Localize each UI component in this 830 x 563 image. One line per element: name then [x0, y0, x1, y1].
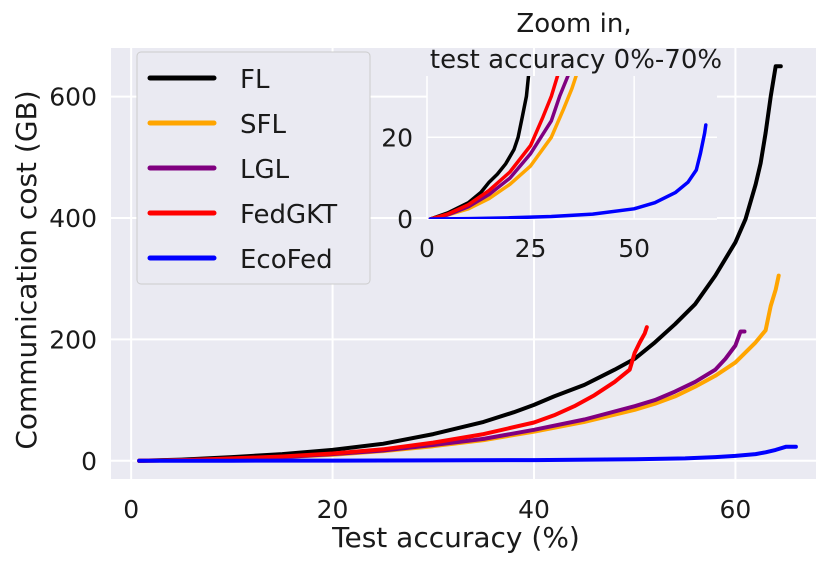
- inset-y-tick-label: 0: [397, 205, 413, 234]
- main-x-tick-label: 0: [123, 495, 139, 524]
- legend-label-lgl: LGL: [240, 155, 290, 185]
- inset-title-line-1: Zoom in,: [516, 9, 631, 39]
- legend-box: [136, 51, 371, 285]
- y-axis-label: Communication cost (GB): [10, 90, 43, 449]
- inset-x-tick-label: 50: [618, 234, 650, 263]
- inset-series-ecofed: [428, 123, 708, 219]
- main-series-lines: [137, 64, 798, 463]
- legend-label-fedgkt: FedGKT: [240, 200, 337, 230]
- main-y-tick-label: 0: [81, 447, 97, 476]
- main-y-tick-label: 400: [49, 204, 97, 233]
- inset-series-lines: [428, 76, 708, 219]
- inset-plot-area: [427, 76, 717, 219]
- legend: FL SFL LGL FedGKT EcoFed: [136, 51, 371, 285]
- inset-title-line-2: test accuracy 0%-70%: [430, 45, 722, 75]
- main-x-tick-label: 60: [720, 495, 752, 524]
- legend-label-fl: FL: [240, 65, 270, 95]
- inset-zoom-chart: 0 25 50 0 20 Zoom in, test accuracy 0%-70%: [381, 9, 722, 263]
- inset-tick-labels: 0 25 50 0 20: [381, 123, 650, 263]
- main-series-fl: [137, 64, 783, 463]
- legend-label-sfl: SFL: [240, 110, 286, 140]
- inset-x-tick-label: 25: [515, 234, 547, 263]
- main-series-fedgkt: [137, 325, 649, 463]
- inset-x-tick-label: 0: [419, 234, 435, 263]
- main-y-tick-label: 600: [49, 83, 97, 112]
- main-y-tick-label: 200: [49, 325, 97, 354]
- main-x-tick-label: 40: [518, 495, 550, 524]
- x-axis-label: Test accuracy (%): [331, 521, 580, 554]
- inset-series-fedgkt: [428, 76, 560, 219]
- main-x-tick-label: 20: [317, 495, 349, 524]
- main-series-ecofed: [137, 444, 798, 463]
- legend-label-ecofed: EcoFed: [240, 245, 333, 275]
- inset-y-tick-label: 20: [381, 123, 413, 152]
